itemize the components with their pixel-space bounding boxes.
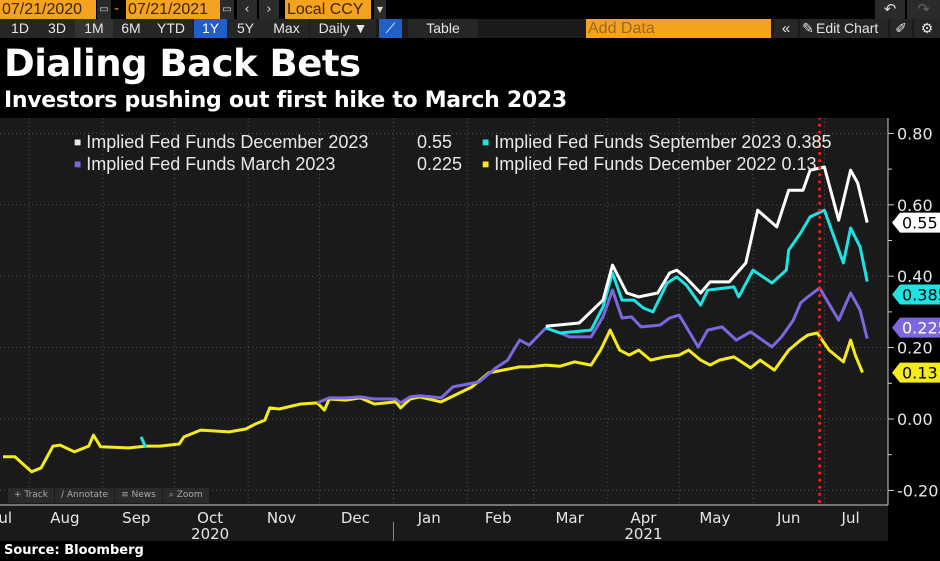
news-button[interactable]: ≡ News — [115, 488, 163, 503]
annotate-button[interactable]: ∕ Annotate — [55, 488, 116, 503]
series-line — [545, 208, 869, 335]
x-tick-label: May — [699, 509, 730, 527]
line-chart-icon[interactable]: ⟋ — [379, 19, 402, 38]
y-tick-label: 0.40 — [897, 267, 933, 286]
news-label: News — [131, 490, 156, 500]
range-6m[interactable]: 6M — [113, 19, 149, 38]
x-tick-label: Nov — [267, 509, 296, 527]
legend-marker: ■ — [74, 135, 82, 149]
date-separator: - — [114, 1, 120, 17]
date-toolbar: 07/21/2020 ▭ - 07/21/2021 ▭ ‹ › Local CC… — [0, 0, 940, 19]
calendar-icon[interactable]: ▭ — [97, 0, 111, 19]
x-tick-label: Apr — [630, 509, 657, 527]
page-subtitle: Investors pushing out first hike to Marc… — [4, 88, 567, 113]
table-button[interactable]: Table — [408, 19, 478, 38]
x-tick-label: Jul — [0, 509, 12, 527]
last-value-label: 0.13 — [902, 364, 938, 383]
edit-note-icon[interactable]: ✐ — [890, 19, 912, 38]
x-tick-label: Aug — [50, 509, 79, 527]
range-1y[interactable]: 1Y — [194, 19, 227, 38]
chevron-left-icon[interactable]: ‹ — [237, 0, 257, 19]
legend-marker: ■ — [74, 157, 82, 171]
line-chart[interactable]: 0.800.600.400.200.00-0.200.550.3850.2250… — [0, 118, 940, 541]
range-5y[interactable]: 5Y — [227, 19, 264, 38]
legend-value: 0.385 — [786, 132, 832, 152]
legend-label: Implied Fed Funds September 2023 — [494, 132, 782, 152]
start-date-input[interactable]: 07/21/2020 — [0, 0, 96, 19]
track-label: Track — [24, 490, 48, 500]
edit-chart-button[interactable]: Edit Chart — [816, 19, 888, 38]
legend-item-dec-2023: ■ Implied Fed Funds December 2023 0.55 — [74, 132, 452, 153]
end-date-input[interactable]: 07/21/2021 — [126, 0, 220, 19]
range-max[interactable]: Max — [264, 19, 309, 38]
dropdown-icon[interactable]: ▼ — [374, 0, 386, 19]
source-note: Source: Bloomberg — [4, 543, 144, 558]
range-3d[interactable]: 3D — [39, 19, 75, 38]
legend-marker: ■ — [482, 157, 490, 171]
legend-marker: ■ — [482, 135, 490, 149]
x-tick-label: Feb — [485, 509, 512, 527]
x-tick-label: Jan — [417, 509, 441, 527]
y-tick-label: 0.60 — [897, 196, 933, 215]
zoom-button[interactable]: ⌕ Zoom — [163, 488, 210, 503]
legend-label: Implied Fed Funds March 2023 — [86, 154, 336, 174]
gear-icon[interactable]: ⚙ — [914, 19, 940, 38]
legend-value: 0.55 — [417, 132, 453, 152]
undo-icon[interactable]: ↶ — [875, 0, 905, 19]
currency-select[interactable]: Local CCY — [285, 0, 371, 19]
legend-value: 0.13 — [781, 154, 817, 174]
add-data-input[interactable]: Add Data — [586, 19, 771, 38]
plot-background — [0, 118, 888, 541]
last-value-label: 0.225 — [902, 319, 940, 338]
x-year-label: 2020 — [191, 525, 229, 541]
frequency-select[interactable]: Daily ▼ — [310, 19, 376, 38]
last-value-label: 0.385 — [902, 286, 940, 305]
zoom-label: Zoom — [176, 490, 203, 500]
legend-item-mar-2023: ■ Implied Fed Funds March 2023 0.225 — [74, 154, 462, 175]
y-tick-label: 0.20 — [897, 339, 933, 358]
calendar-icon[interactable]: ▭ — [220, 0, 234, 19]
last-value-tag — [892, 284, 940, 305]
x-year-label: 2021 — [624, 525, 662, 541]
legend-item-dec-2022: ■ Implied Fed Funds December 2022 0.13 — [482, 154, 816, 175]
x-tick-label: Jul — [841, 509, 860, 527]
page-title: Dialing Back Bets — [4, 42, 361, 85]
legend-value: 0.225 — [417, 154, 463, 174]
x-tick-label: Mar — [555, 509, 584, 527]
last-value-tag — [892, 362, 940, 383]
y-tick-label: 0.80 — [897, 124, 933, 143]
y-tick-label: -0.20 — [897, 481, 938, 500]
x-tick-label: Oct — [197, 509, 223, 527]
last-value-tag — [892, 317, 940, 338]
track-button[interactable]: + Track — [8, 488, 55, 503]
range-toolbar: 1D 3D 1M 6M YTD 1Y 5Y Max Daily ▼ ⟋ Tabl… — [0, 19, 940, 38]
last-value-label: 0.55 — [902, 214, 938, 233]
range-ytd[interactable]: YTD — [149, 19, 193, 38]
collapse-icon[interactable]: « — [774, 19, 798, 38]
legend-label: Implied Fed Funds December 2023 — [86, 132, 369, 152]
series-line — [316, 286, 869, 405]
x-tick-label: Dec — [341, 509, 370, 527]
x-tick-label: Jun — [776, 509, 800, 527]
range-1m[interactable]: 1M — [75, 19, 113, 38]
y-tick-label: 0.00 — [897, 410, 933, 429]
annotate-label: Annotate — [66, 490, 109, 500]
x-tick-label: Sep — [122, 509, 150, 527]
last-value-tag — [892, 212, 940, 233]
chart-mini-toolbar: + Track ∕ Annotate ≡ News ⌕ Zoom — [8, 488, 210, 503]
series-line — [545, 165, 869, 328]
range-1d[interactable]: 1D — [0, 19, 40, 38]
series-line — [139, 436, 148, 449]
chevron-right-icon[interactable]: › — [259, 0, 279, 19]
legend-item-sep-2023: ■ Implied Fed Funds September 2023 0.385 — [482, 132, 832, 153]
pencil-icon[interactable]: ✎ — [800, 19, 816, 38]
redo-icon[interactable]: ↷ — [907, 0, 940, 19]
legend-label: Implied Fed Funds December 2022 — [494, 154, 777, 174]
